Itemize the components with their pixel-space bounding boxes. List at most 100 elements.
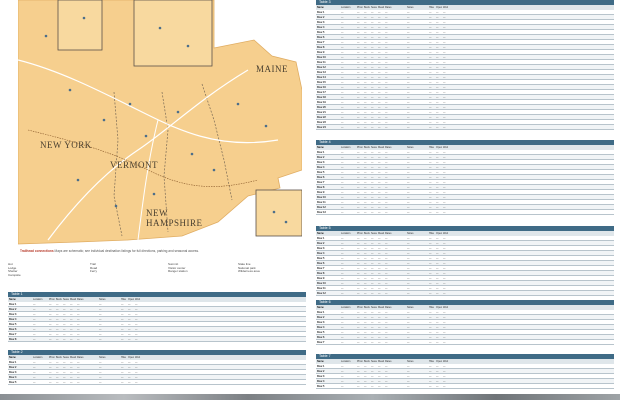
table-body: Row 1 — — — — — — — — — — Row 2 — — — — — — — — — — Row 3 — — — — —… xyxy=(316,10,614,130)
map-caption: Trailhead connections Maps are schematic… xyxy=(20,249,300,257)
table-cell: Row 12 xyxy=(317,66,326,69)
table-row: Row 9 — — — — — — — — — — xyxy=(316,190,614,195)
table-cell: Row 2 xyxy=(317,370,325,373)
table-cell: — xyxy=(341,277,344,280)
legend-column-4: State line National park Wilderness area xyxy=(238,262,260,274)
table-row: Row 11 — — — — — — — — — — xyxy=(316,286,614,291)
table-cell: — xyxy=(436,86,439,89)
table-cell: — xyxy=(371,282,374,285)
table-cell: — xyxy=(429,156,432,159)
table-cell: — xyxy=(371,242,374,245)
table-cell: — xyxy=(364,237,367,240)
table-cell: — xyxy=(436,262,439,265)
table-cell: — xyxy=(341,106,344,109)
table-cell: — xyxy=(436,292,439,295)
table-row: Row 1 — — — — — — — — — — xyxy=(316,10,614,15)
table-cell: — xyxy=(407,196,410,199)
table-cell: — xyxy=(371,56,374,59)
table-cell: — xyxy=(341,191,344,194)
table-cell: — xyxy=(378,81,381,84)
table-cell: — xyxy=(371,181,374,184)
table-column-headers: Name Location PhoneBedsSeasonMealsRates Not… xyxy=(316,231,614,236)
table-cell: — xyxy=(371,36,374,39)
table-body: Row 1 — — — — — — — — — — Row 2 — — — — — — — — — — Row 3 — — — — —… xyxy=(8,360,306,385)
table-cell: — xyxy=(357,336,360,339)
table-title: Table 1 xyxy=(8,292,306,297)
state-line-nh-me xyxy=(201,83,233,201)
table-cell: — xyxy=(385,375,388,378)
table-cell: — xyxy=(63,318,66,321)
column-header: Season xyxy=(371,232,377,235)
table-row: Row 2 — — — — — — — — — — xyxy=(8,365,306,370)
table-cell: Row 16 xyxy=(317,86,326,89)
table-cell: — xyxy=(378,36,381,39)
column-header: Open xyxy=(436,360,442,363)
table-cell: — xyxy=(407,166,410,169)
table-cell: — xyxy=(371,247,374,250)
table-cell: — xyxy=(385,181,388,184)
table-cell: Row 14 xyxy=(317,76,326,79)
table-cell: — xyxy=(63,338,66,341)
table-cell: — xyxy=(371,11,374,14)
table-cell: — xyxy=(436,201,439,204)
column-header: Season xyxy=(371,146,377,149)
table-cell: — xyxy=(429,316,432,319)
table-cell: — xyxy=(364,76,367,79)
column-header: Name xyxy=(317,306,324,309)
table-cell: — xyxy=(436,282,439,285)
table-cell: — xyxy=(429,267,432,270)
column-header: Notes xyxy=(407,232,414,235)
table-cell: — xyxy=(378,336,381,339)
table-cell: — xyxy=(436,186,439,189)
table-cell: — xyxy=(341,316,344,319)
table-row: Row 9 — — — — — — — — — — xyxy=(316,50,614,55)
table-cell: Row 7 xyxy=(317,341,325,344)
table-cell: — xyxy=(371,380,374,383)
table-cell: — xyxy=(436,206,439,209)
regional-map[interactable]: Maine New York Vermont New Hampshire xyxy=(18,0,302,248)
table-cell: — xyxy=(436,156,439,159)
table-cell: Row 12 xyxy=(317,206,326,209)
table-cell: Row 8 xyxy=(317,46,325,49)
table-cell: — xyxy=(429,247,432,250)
table-cell: — xyxy=(371,66,374,69)
table-cell: Row 6 xyxy=(317,36,325,39)
table-cell: — xyxy=(70,303,73,306)
table-cell: — xyxy=(357,121,360,124)
column-header: Meals xyxy=(70,298,76,301)
table-cell: Row 10 xyxy=(317,56,326,59)
table-cell: — xyxy=(364,262,367,265)
table-cell: — xyxy=(371,267,374,270)
table-cell: — xyxy=(443,365,446,368)
table-cell: — xyxy=(99,308,102,311)
inset-map-bottom-right xyxy=(255,189,302,237)
table-row: Row 21 — — — — — — — — — — xyxy=(316,110,614,115)
table-cell: — xyxy=(341,11,344,14)
column-header: Meals xyxy=(70,356,76,359)
table-cell: — xyxy=(341,166,344,169)
table-cell: Row 5 xyxy=(317,331,325,334)
table-cell: — xyxy=(63,308,66,311)
table-cell: — xyxy=(357,156,360,159)
table-cell: — xyxy=(135,308,138,311)
table-cell: Row 5 xyxy=(317,257,325,260)
table-cell: — xyxy=(385,267,388,270)
table-cell: — xyxy=(378,292,381,295)
table-row: Row 5 — — — — — — — — — — xyxy=(316,330,614,335)
table-cell: — xyxy=(357,81,360,84)
table-cell: — xyxy=(385,206,388,209)
table-cell: — xyxy=(443,237,446,240)
column-header: Rates xyxy=(385,146,392,149)
table-cell: — xyxy=(429,91,432,94)
table-cell: — xyxy=(121,338,124,341)
table-cell: — xyxy=(385,41,388,44)
table-cell: — xyxy=(378,16,381,19)
table-cell: — xyxy=(429,242,432,245)
table-cell: — xyxy=(429,86,432,89)
table-cell: — xyxy=(357,161,360,164)
table-cell: — xyxy=(407,201,410,204)
table-cell: — xyxy=(436,26,439,29)
table-cell: — xyxy=(407,375,410,378)
table-cell: — xyxy=(99,323,102,326)
table-cell: — xyxy=(364,201,367,204)
